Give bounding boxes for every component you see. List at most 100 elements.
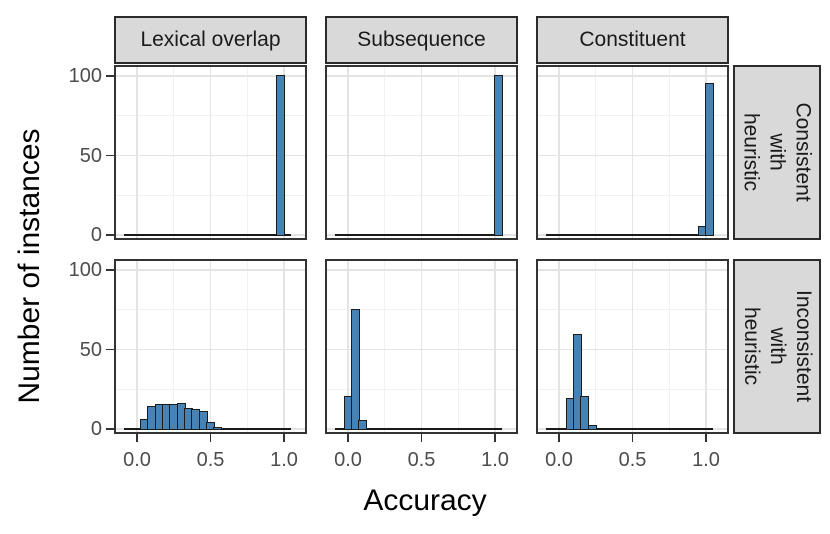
gridline-major-vertical	[420, 65, 423, 240]
gridline-major-vertical	[209, 65, 212, 240]
gridline-major-horizontal	[114, 269, 307, 271]
y-tick-label: 50	[79, 338, 102, 361]
y-tick-label: 50	[79, 144, 102, 167]
facet-column-label: Constituent	[579, 28, 686, 51]
y-tick-mark	[106, 154, 114, 157]
gridline-major-horizontal	[114, 154, 307, 157]
x-tick-label: 1.0	[270, 449, 298, 471]
gridline-major-vertical	[347, 65, 349, 240]
x-tick-mark	[705, 434, 707, 442]
gridline-major-vertical	[558, 259, 560, 434]
gridline-minor-vertical	[457, 65, 459, 240]
facet-panel	[536, 65, 729, 240]
gridline-minor-vertical	[246, 259, 248, 434]
histogram-zero-line	[545, 234, 714, 236]
x-tick-label: 0.5	[618, 449, 647, 471]
x-tick-label: 1.0	[481, 449, 509, 471]
y-tick-label: 100	[68, 259, 102, 281]
gridline-major-horizontal	[114, 348, 307, 351]
gridline-major-vertical	[705, 259, 707, 434]
x-tick-mark	[347, 434, 349, 442]
gridline-major-horizontal	[536, 348, 729, 351]
facet-column-label: Lexical overlap	[140, 28, 281, 51]
facet-panel	[325, 65, 518, 240]
histogram-bar	[705, 83, 715, 236]
x-tick-mark	[136, 434, 138, 442]
x-tick-mark	[494, 434, 496, 442]
facet-panel	[325, 259, 518, 434]
gridline-major-horizontal	[536, 75, 729, 77]
gridline-major-vertical	[420, 259, 423, 434]
facet-row-strip: Inconsistent with heuristic	[733, 259, 821, 434]
gridline-minor-vertical	[384, 65, 386, 240]
gridline-minor-vertical	[384, 259, 386, 434]
x-tick-mark	[558, 434, 560, 442]
y-tick-mark	[106, 269, 114, 271]
gridline-minor-vertical	[595, 259, 597, 434]
histogram-bar	[350, 309, 360, 430]
gridline-major-vertical	[209, 259, 212, 434]
facet-panel	[114, 259, 307, 434]
gridline-major-horizontal	[325, 348, 518, 351]
gridline-major-horizontal	[325, 154, 518, 157]
x-tick-label: 0.0	[334, 449, 362, 471]
facet-column-strip: Constituent	[536, 16, 729, 64]
y-tick-label: 0	[90, 224, 102, 246]
gridline-major-horizontal	[536, 269, 729, 271]
gridline-minor-vertical	[246, 65, 248, 240]
y-tick-label: 100	[68, 65, 102, 87]
histogram-bar	[213, 426, 223, 430]
gridline-minor-vertical	[173, 65, 175, 240]
x-tick-mark	[631, 434, 634, 442]
x-tick-mark	[209, 434, 212, 442]
facet-column-strip: Subsequence	[325, 16, 518, 64]
x-tick-label: 0.5	[407, 449, 436, 471]
histogram-bar	[587, 425, 597, 430]
histogram-zero-line	[123, 234, 292, 236]
x-tick-label: 0.5	[196, 449, 225, 471]
facet-column-strip: Lexical overlap	[114, 16, 307, 64]
x-tick-mark	[283, 434, 285, 442]
histogram-bar	[572, 334, 582, 430]
y-tick-mark	[106, 75, 114, 77]
histogram-bar	[580, 396, 590, 430]
gridline-major-vertical	[494, 259, 496, 434]
facet-panel	[536, 259, 729, 434]
histogram-bar	[358, 420, 368, 430]
gridline-major-vertical	[283, 259, 285, 434]
facet-row-strip: Consistent with heuristic	[733, 65, 821, 240]
gridline-minor-vertical	[668, 259, 670, 434]
gridline-major-vertical	[631, 259, 634, 434]
histogram-bar	[275, 75, 285, 236]
gridline-major-vertical	[136, 65, 138, 240]
facet-row-label: Consistent with heuristic	[739, 102, 816, 203]
gridline-major-vertical	[631, 65, 634, 240]
gridline-major-vertical	[136, 259, 138, 434]
gridline-minor-vertical	[668, 65, 670, 240]
gridline-major-vertical	[347, 259, 349, 434]
facet-panel	[114, 65, 307, 240]
facet-row-label: Inconsistent with heuristic	[739, 290, 816, 403]
gridline-minor-vertical	[595, 65, 597, 240]
gridline-major-horizontal	[536, 154, 729, 157]
y-tick-label: 0	[90, 418, 102, 440]
x-axis-title: Accuracy	[363, 484, 487, 517]
y-tick-mark	[106, 428, 114, 430]
histogram-zero-line	[334, 234, 503, 236]
gridline-major-horizontal	[325, 75, 518, 77]
histogram-bar	[206, 421, 215, 430]
facet-column-label: Subsequence	[357, 28, 486, 51]
gridline-major-vertical	[558, 65, 560, 240]
y-tick-mark	[106, 348, 114, 351]
x-tick-label: 1.0	[692, 449, 720, 471]
histogram-bar	[198, 410, 208, 430]
y-tick-mark	[106, 234, 114, 236]
gridline-major-horizontal	[114, 75, 307, 77]
histogram-zero-line	[545, 428, 714, 430]
x-tick-label: 0.0	[545, 449, 573, 471]
histogram-zero-line	[334, 428, 503, 430]
gridline-minor-vertical	[457, 259, 459, 434]
histogram-bar	[494, 75, 504, 236]
